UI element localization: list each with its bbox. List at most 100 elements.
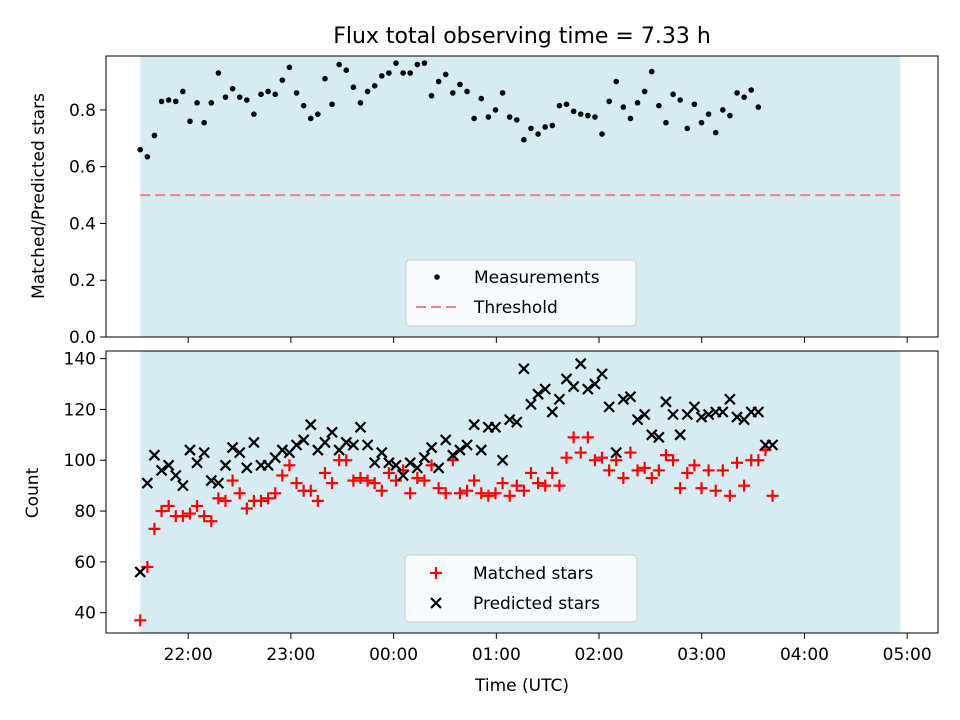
predicted-star-point xyxy=(226,441,239,454)
measurement-point xyxy=(357,100,364,106)
x-tick-label: 01:00 xyxy=(472,645,521,665)
predicted-star-point xyxy=(184,444,196,456)
x-tick-label: 22:00 xyxy=(164,645,213,665)
measurement-point xyxy=(613,78,620,85)
matched-star-point xyxy=(603,464,616,477)
predicted-star-point xyxy=(191,457,203,469)
measurement-point xyxy=(698,119,705,126)
matched-star-point xyxy=(567,431,580,444)
measurement-point xyxy=(201,119,207,126)
predicted-star-point xyxy=(518,363,530,375)
predicted-star-point xyxy=(667,408,679,421)
x-tick-label: 23:00 xyxy=(266,645,315,665)
matched-star-point xyxy=(318,466,331,479)
bottom-y-tick-label: 40 xyxy=(74,604,96,624)
matched-star-point xyxy=(645,472,658,485)
matched-star-point xyxy=(404,487,417,500)
predicted-star-point xyxy=(418,451,431,464)
matched-star-point xyxy=(681,466,694,479)
measurement-point xyxy=(244,97,250,103)
predicted-star-point xyxy=(219,459,232,472)
measurement-point xyxy=(464,88,470,95)
top-y-tick-label: 0.0 xyxy=(69,328,96,348)
matched-star-point xyxy=(702,464,715,477)
predicted-star-point xyxy=(638,408,651,421)
bottom-y-axis: 40 60 80 100 120 140 xyxy=(64,350,106,624)
matched-star-point xyxy=(475,487,488,500)
matched-star-point xyxy=(489,487,502,500)
measurement-point xyxy=(592,114,598,120)
bottom-y-axis-label: Count xyxy=(23,467,43,518)
measurement-point xyxy=(442,71,449,78)
bottom-y-tick-label: 80 xyxy=(74,502,96,522)
predicted-star-point xyxy=(447,449,459,461)
measurement-point xyxy=(144,153,151,160)
matched-star-point xyxy=(453,487,466,500)
matched-star-point xyxy=(695,482,708,495)
matched-star-point xyxy=(517,484,530,497)
predicted-star-point xyxy=(454,444,466,456)
measurement-point xyxy=(315,111,321,117)
predicted-star-point xyxy=(439,434,452,446)
matched-star-point xyxy=(411,472,424,485)
predicted-star-point xyxy=(674,429,686,441)
x-tick-label: 05:00 xyxy=(883,645,932,665)
measurement-point xyxy=(251,111,257,117)
measurement-point xyxy=(641,88,648,95)
matched-star-point xyxy=(546,466,559,479)
matched-star-point xyxy=(503,489,516,502)
matched-star-point xyxy=(716,464,729,477)
predicted-star-point xyxy=(304,418,317,431)
matched-star-point xyxy=(326,477,339,490)
top-legend: Measurements Threshold xyxy=(405,259,637,327)
measurement-point xyxy=(421,60,428,66)
measurement-point xyxy=(450,90,456,96)
matched-star-point xyxy=(624,446,637,459)
predicted-star-point xyxy=(731,411,743,423)
matched-star-point xyxy=(148,522,161,535)
measurement-point xyxy=(691,101,698,108)
measurement-point xyxy=(215,70,222,76)
measurement-point xyxy=(556,102,563,109)
matched-star-point xyxy=(155,505,168,518)
matched-star-point xyxy=(390,474,403,487)
measurement-point xyxy=(457,81,463,88)
measurement-point xyxy=(570,108,577,115)
matched-star-point xyxy=(276,469,289,482)
matched-star-point xyxy=(631,464,644,477)
measurement-point xyxy=(663,119,669,126)
matched-star-point xyxy=(226,474,239,487)
measurement-point xyxy=(705,111,712,117)
matched-star-point xyxy=(461,484,474,497)
matched-star-point xyxy=(539,479,552,492)
predicted-star-point xyxy=(354,421,367,433)
matched-star-point xyxy=(255,494,268,507)
matched-star-point xyxy=(560,451,573,464)
measurement-point xyxy=(478,95,485,102)
measurement-point xyxy=(720,107,726,113)
predicted-star-point xyxy=(233,446,246,459)
predicted-star-point xyxy=(624,390,637,403)
top-y-tick-label: 0.8 xyxy=(69,101,96,121)
matched-star-point xyxy=(432,482,445,495)
measurement-point xyxy=(172,98,179,105)
predicted-star-point xyxy=(553,393,566,406)
measurement-point xyxy=(151,132,158,139)
measurement-point xyxy=(670,91,676,98)
predicted-star-point xyxy=(766,439,779,451)
matched-star-point xyxy=(532,477,545,490)
matched-star-point xyxy=(617,472,630,485)
predicted-star-point xyxy=(425,441,438,454)
matched-star-point xyxy=(588,454,601,467)
measurement-point xyxy=(222,94,229,100)
predicted-star-point xyxy=(695,411,708,423)
predicted-star-point xyxy=(468,418,480,431)
measurement-point xyxy=(563,101,570,108)
x-tick-label: 00:00 xyxy=(369,645,418,665)
matched-star-point xyxy=(375,484,388,497)
predicted-star-point xyxy=(631,413,644,426)
count-points xyxy=(134,357,779,627)
measurement-point xyxy=(279,77,286,83)
measurement-point xyxy=(378,73,385,79)
matched-star-point xyxy=(134,614,147,627)
